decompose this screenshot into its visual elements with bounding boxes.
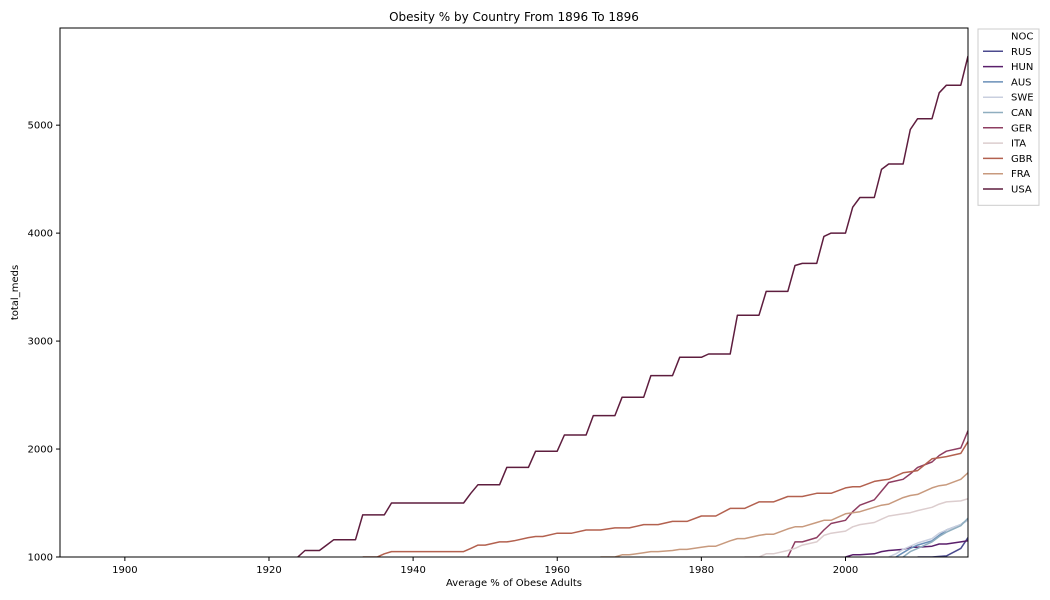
chart-title: Obesity % by Country From 1896 To 1896 bbox=[389, 10, 639, 24]
x-tick-label: 1940 bbox=[400, 565, 425, 576]
series-line-can bbox=[902, 517, 968, 557]
legend-label-hun: HUN bbox=[1011, 62, 1033, 73]
y-tick-label: 5000 bbox=[28, 121, 53, 132]
legend-label-usa: USA bbox=[1011, 185, 1032, 196]
y-tick-label: 3000 bbox=[28, 337, 53, 348]
y-axis-label: total_meds bbox=[10, 265, 21, 320]
x-axis-ticks: 1900 1920 1940 1960 1980 2000 bbox=[112, 557, 858, 576]
series-line-rus bbox=[917, 537, 968, 557]
x-tick-label: 1900 bbox=[112, 565, 137, 576]
legend-label-rus: RUS bbox=[1011, 47, 1032, 58]
series-line-ita bbox=[744, 497, 968, 557]
series-layer bbox=[297, 55, 968, 557]
series-line-fra bbox=[600, 472, 968, 557]
legend-box bbox=[977, 28, 1040, 206]
legend-label-noc: NOC bbox=[1011, 32, 1033, 43]
legend-label-fra: FRA bbox=[1011, 169, 1030, 180]
series-line-gbr bbox=[362, 441, 968, 557]
x-tick-label: 1980 bbox=[689, 565, 714, 576]
y-tick-label: 1000 bbox=[28, 553, 53, 564]
series-line-usa bbox=[297, 55, 968, 557]
legend-label-can: CAN bbox=[1011, 108, 1032, 119]
legend-label-ita: ITA bbox=[1011, 139, 1026, 150]
series-line-swe bbox=[888, 519, 968, 557]
legend: NOC RUS HUN AUS SWE CAN GER ITA GBR FRA USA bbox=[977, 28, 1040, 206]
plot-frame bbox=[59, 27, 969, 558]
y-axis-ticks: 1000 2000 3000 4000 5000 bbox=[28, 121, 60, 564]
series-line-ger bbox=[787, 430, 968, 557]
x-tick-label: 2000 bbox=[833, 565, 858, 576]
x-tick-label: 1920 bbox=[256, 565, 281, 576]
y-tick-label: 4000 bbox=[28, 229, 53, 240]
legend-label-ger: GER bbox=[1011, 123, 1032, 134]
legend-label-aus: AUS bbox=[1011, 77, 1032, 88]
x-tick-label: 1960 bbox=[545, 565, 570, 576]
legend-label-swe: SWE bbox=[1011, 93, 1034, 104]
legend-label-gbr: GBR bbox=[1011, 154, 1033, 165]
x-axis-label: Average % of Obese Adults bbox=[446, 578, 582, 589]
y-tick-label: 2000 bbox=[28, 445, 53, 456]
